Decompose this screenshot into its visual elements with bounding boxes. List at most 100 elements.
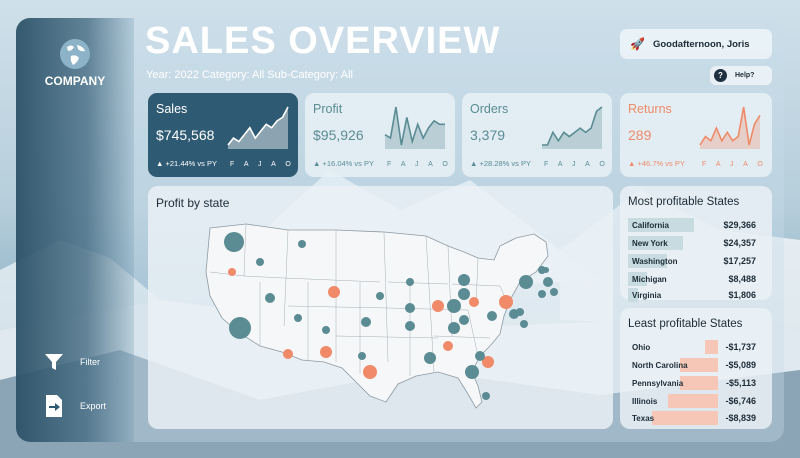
state-bubble xyxy=(459,315,469,325)
row-bar xyxy=(680,358,718,372)
row-amount: -$6,746 xyxy=(725,396,756,406)
state-bubble xyxy=(224,232,244,252)
state-bubble xyxy=(448,322,460,334)
table-row: Michigan $8,488 xyxy=(628,272,766,286)
state-bubble xyxy=(499,295,513,309)
sparkline-area xyxy=(228,107,288,149)
kpi-card-profit[interactable]: Profit $95,926 ▲ +16.04% vs PY F A J A O xyxy=(305,93,455,177)
row-bar xyxy=(628,288,638,302)
kpi-card-sales[interactable]: Sales $745,568 ▲ +21.44% vs PY F A J A O xyxy=(148,93,298,177)
table-row: Texas -$8,839 xyxy=(628,411,766,425)
state-bubble xyxy=(265,293,275,303)
row-state: Washington xyxy=(632,257,678,266)
state-bubble xyxy=(469,297,479,307)
row-bar xyxy=(667,394,718,408)
state-bubble xyxy=(543,267,549,273)
least-profitable-card: Least profitable States Ohio -$1,737 Nor… xyxy=(620,308,772,429)
state-bubble xyxy=(519,275,533,289)
table-row: Pennsylvania -$5,113 xyxy=(628,376,766,390)
company-name: COMPANY xyxy=(44,74,106,88)
state-bubble xyxy=(283,349,293,359)
export-button[interactable]: Export xyxy=(42,394,106,418)
kpi-label: Profit xyxy=(313,102,343,116)
kpi-months: F A J A O xyxy=(702,161,767,168)
row-amount: $29,366 xyxy=(723,220,756,230)
state-bubble xyxy=(458,288,470,300)
funnel-icon xyxy=(42,350,66,374)
row-bar xyxy=(652,411,718,425)
state-bubble xyxy=(447,299,461,313)
state-bubble xyxy=(294,314,302,322)
rocket-icon: 🚀 xyxy=(630,37,645,51)
row-amount: $24,357 xyxy=(723,238,756,248)
kpi-sparkline xyxy=(227,106,289,149)
table-row: California $29,366 xyxy=(628,218,766,232)
sparkline-line xyxy=(227,106,289,146)
row-amount: $8,488 xyxy=(728,274,756,284)
state-bubble xyxy=(228,268,236,276)
state-bubble xyxy=(475,351,485,361)
row-amount: $1,806 xyxy=(728,290,756,300)
kpi-value: 289 xyxy=(628,127,652,143)
row-amount: -$5,089 xyxy=(725,360,756,370)
row-bar xyxy=(628,272,648,286)
table-row: Washington $17,257 xyxy=(628,254,766,268)
globe-logo-icon xyxy=(59,38,91,75)
row-state: Illinois xyxy=(632,397,658,406)
kpi-months: F A J A O xyxy=(230,161,295,168)
state-bubble xyxy=(465,365,479,379)
sparkline-line xyxy=(699,106,761,146)
state-bubble xyxy=(361,317,371,327)
filter-summary: Year: 2022 Category: All Sub-Category: A… xyxy=(146,69,353,81)
state-bubble xyxy=(458,274,470,286)
kpi-change: ▲ +46.7% vs PY xyxy=(628,159,685,168)
table-row: Ohio -$1,737 xyxy=(628,340,766,354)
kpi-label: Orders xyxy=(470,102,509,116)
state-bubble xyxy=(406,278,414,286)
sparkline-area xyxy=(700,107,760,149)
table-row: Illinois -$6,746 xyxy=(628,394,766,408)
row-amount: -$1,737 xyxy=(725,342,756,352)
least-profitable-title: Least profitable States xyxy=(628,318,743,330)
help-button[interactable]: ? Help? xyxy=(710,66,772,85)
help-label: Help? xyxy=(735,72,755,79)
state-bubble xyxy=(320,346,332,358)
row-state: California xyxy=(632,221,669,230)
sparkline-line xyxy=(542,106,603,146)
state-bubble xyxy=(487,311,497,321)
row-state: Texas xyxy=(632,414,655,423)
state-bubble xyxy=(443,341,453,351)
filter-button[interactable]: Filter xyxy=(42,350,100,374)
row-state: North Carolina xyxy=(632,361,688,370)
filter-label: Filter xyxy=(80,357,100,367)
state-bubble xyxy=(516,308,524,316)
state-bubble xyxy=(229,317,251,339)
export-icon xyxy=(42,394,66,418)
row-state: Virginia xyxy=(632,291,662,300)
kpi-card-orders[interactable]: Orders 3,379 ▲ +28.28% vs PY F A J A O xyxy=(462,93,612,177)
row-amount: $17,257 xyxy=(723,256,756,266)
kpi-sparkline xyxy=(542,106,603,149)
profit-bubbles xyxy=(224,232,558,400)
export-label: Export xyxy=(80,401,107,411)
state-bubble xyxy=(298,240,306,248)
row-bar xyxy=(705,340,718,354)
state-bubble xyxy=(482,356,494,368)
kpi-value: $745,568 xyxy=(156,127,215,143)
state-bubble xyxy=(376,292,384,300)
kpi-label: Returns xyxy=(628,102,672,116)
row-bar xyxy=(628,254,667,268)
row-state: Pennsylvania xyxy=(632,379,684,388)
table-row: New York $24,357 xyxy=(628,236,766,250)
row-state: Ohio xyxy=(632,343,651,352)
state-bubble xyxy=(322,326,330,334)
sidebar xyxy=(16,18,134,442)
kpi-change: ▲ +16.04% vs PY xyxy=(313,159,374,168)
map-title: Profit by state xyxy=(156,196,230,210)
kpi-sparkline xyxy=(699,106,761,149)
kpi-card-returns[interactable]: Returns 289 ▲ +46.7% vs PY F A J A O xyxy=(620,93,772,177)
profit-by-state-card: Profit by state xyxy=(148,186,613,429)
us-state-map xyxy=(205,223,558,409)
page-title: SALES OVERVIEW xyxy=(145,20,501,62)
state-bubble xyxy=(328,286,340,298)
